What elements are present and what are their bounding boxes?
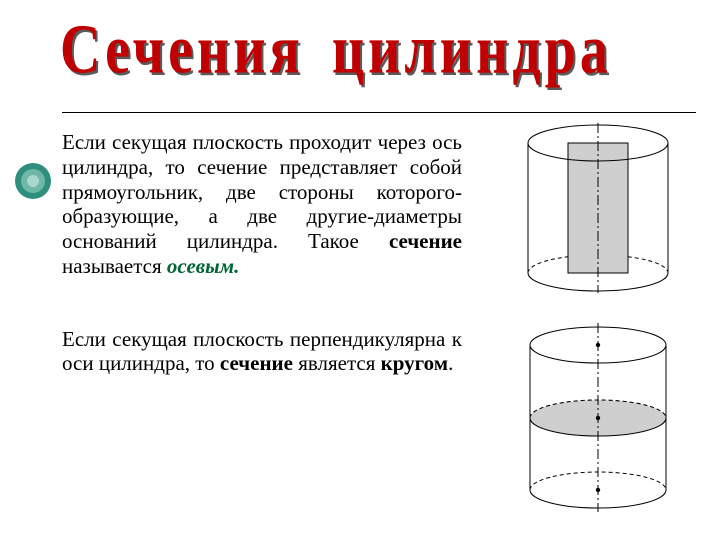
paragraph-axial: Если секущая плоскость проходит через ос… bbox=[62, 130, 462, 279]
figure-axial-section bbox=[518, 118, 678, 298]
title-underline bbox=[62, 112, 696, 113]
body-content: Если секущая плоскость проходит через ос… bbox=[62, 130, 462, 424]
p2-text-b: сечение bbox=[220, 351, 293, 375]
title-word-2: цилиндра bbox=[332, 10, 612, 90]
p2-text-e: . bbox=[448, 351, 453, 375]
bullet-decor-icon bbox=[12, 160, 54, 202]
p2-text-c: является bbox=[293, 351, 381, 375]
figure-perpendicular-section bbox=[518, 320, 678, 515]
title-word-1: Сечения bbox=[60, 10, 304, 90]
paragraph-circle: Если секущая плоскость перпендикулярна к… bbox=[62, 327, 462, 377]
p2-text-d: кругом bbox=[381, 351, 448, 375]
page-title: Сечения цилиндра bbox=[60, 18, 700, 82]
p1-text-d: осевым. bbox=[167, 254, 239, 278]
p1-text-b: сечение bbox=[389, 229, 462, 253]
p1-text-c: называется bbox=[62, 254, 167, 278]
